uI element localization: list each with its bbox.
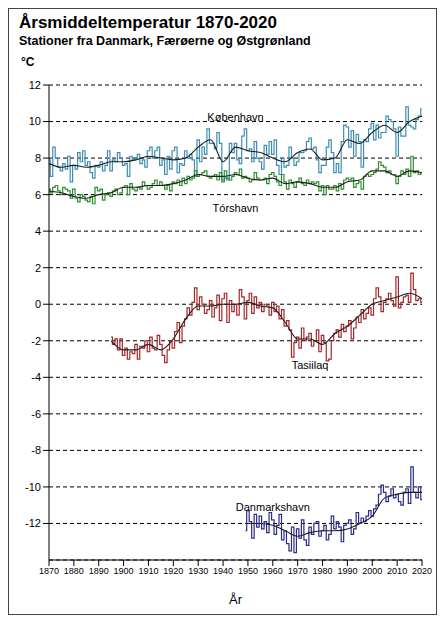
svg-text:12: 12 (29, 79, 41, 91)
svg-text:1950: 1950 (238, 566, 258, 576)
svg-text:2020: 2020 (412, 566, 432, 576)
svg-text:10: 10 (29, 115, 41, 127)
svg-text:2: 2 (35, 262, 41, 274)
svg-text:1960: 1960 (263, 566, 283, 576)
svg-text:1870: 1870 (39, 566, 59, 576)
svg-text:Tórshavn: Tórshavn (213, 202, 259, 214)
svg-text:-4: -4 (31, 371, 41, 383)
html-text:Årsmiddeltemperatur 1870-2020: Årsmiddeltemperatur 1870-2020 (19, 13, 277, 32)
svg-text:1940: 1940 (213, 566, 233, 576)
svg-text:-12: -12 (25, 517, 41, 529)
svg-text:1980: 1980 (313, 566, 333, 576)
html-text:Stationer fra Danmark, Færøern: Stationer fra Danmark, Færøerne og Østgr… (19, 34, 311, 48)
svg-text:Danmarkshavn: Danmarkshavn (236, 501, 310, 513)
svg-text:1970: 1970 (288, 566, 308, 576)
svg-text:-8: -8 (31, 444, 41, 456)
svg-text:1900: 1900 (114, 566, 134, 576)
svg-text:År: År (229, 592, 243, 607)
svg-text:1910: 1910 (138, 566, 158, 576)
svg-text:1930: 1930 (188, 566, 208, 576)
svg-text:4: 4 (35, 225, 41, 237)
svg-text:København: København (207, 111, 263, 123)
svg-text:8: 8 (35, 152, 41, 164)
svg-text:1880: 1880 (64, 566, 84, 576)
svg-text:2010: 2010 (387, 566, 407, 576)
svg-text:6: 6 (35, 189, 41, 201)
svg-text:1920: 1920 (163, 566, 183, 576)
html-text:°C: °C (21, 55, 35, 69)
svg-text:2000: 2000 (362, 566, 382, 576)
svg-text:-6: -6 (31, 408, 41, 420)
svg-text:0: 0 (35, 298, 41, 310)
svg-text:1890: 1890 (89, 566, 109, 576)
svg-text:1990: 1990 (337, 566, 357, 576)
svg-text:-2: -2 (31, 335, 41, 347)
svg-text:Tasiilaq: Tasiilaq (292, 359, 329, 371)
svg-text:-10: -10 (25, 481, 41, 493)
